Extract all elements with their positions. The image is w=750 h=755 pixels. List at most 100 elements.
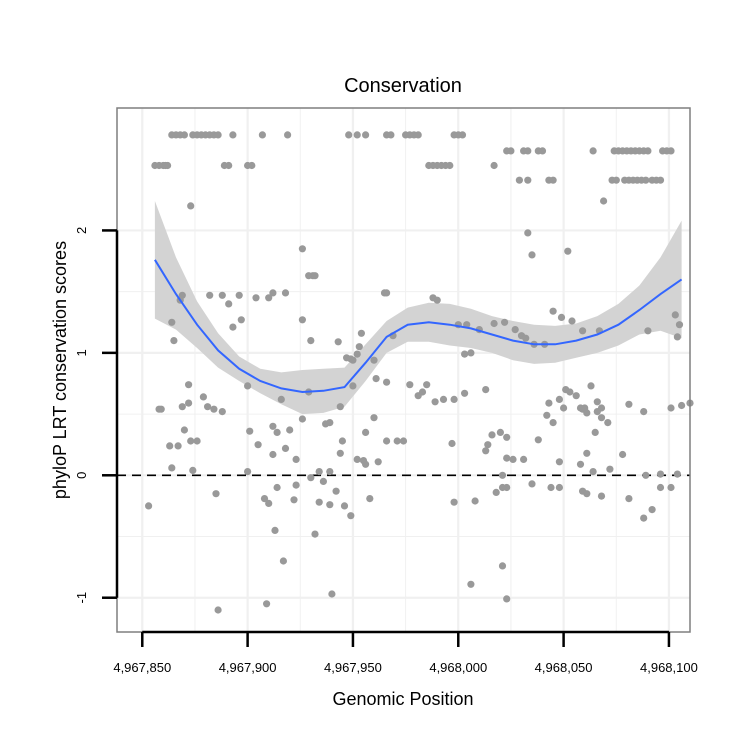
data-point <box>461 350 469 358</box>
data-point <box>555 483 564 492</box>
data-point <box>298 245 306 253</box>
data-point <box>671 311 679 319</box>
data-point <box>340 502 349 510</box>
data-point <box>648 506 656 514</box>
data-point <box>168 464 176 472</box>
data-point <box>298 415 306 423</box>
data-point <box>528 251 536 259</box>
data-point <box>372 375 380 383</box>
data-point <box>524 229 532 237</box>
data-point <box>522 334 530 342</box>
data-point <box>625 400 633 408</box>
data-point <box>273 483 281 492</box>
x-tick-label: 4,968,050 <box>535 660 593 675</box>
data-point <box>326 419 334 427</box>
data-point <box>560 404 568 412</box>
data-point <box>593 398 601 406</box>
data-point <box>640 408 648 416</box>
data-point <box>292 481 300 489</box>
data-point <box>357 329 365 337</box>
data-point <box>328 590 336 598</box>
data-point <box>353 350 361 358</box>
data-point <box>383 437 391 445</box>
y-tick-label: 0 <box>74 472 89 479</box>
data-point <box>292 455 300 463</box>
data-point <box>589 468 597 476</box>
data-point <box>265 294 273 302</box>
data-point <box>383 378 391 386</box>
data-point <box>258 131 266 139</box>
data-point <box>206 291 214 299</box>
data-point <box>509 455 517 463</box>
data-point <box>271 526 279 535</box>
data-point <box>501 318 509 326</box>
data-point <box>498 562 507 570</box>
data-point <box>307 474 315 482</box>
data-point <box>667 404 675 412</box>
data-point <box>244 382 252 390</box>
data-point <box>515 176 524 184</box>
data-point <box>619 450 627 459</box>
data-point <box>334 338 342 346</box>
data-point <box>606 465 614 473</box>
data-point <box>644 327 652 335</box>
data-point <box>336 403 344 411</box>
data-point <box>583 490 591 498</box>
data-point <box>549 176 557 184</box>
data-point <box>269 450 277 459</box>
data-point <box>246 427 254 435</box>
data-point <box>644 147 652 155</box>
data-point <box>269 422 277 430</box>
data-point <box>503 454 511 462</box>
data-point <box>178 403 186 411</box>
data-point <box>235 291 243 299</box>
data-point <box>484 441 492 449</box>
data-point <box>511 326 519 334</box>
data-point <box>307 337 315 345</box>
data-point <box>366 495 374 503</box>
data-point <box>269 289 277 297</box>
data-point <box>383 289 391 297</box>
data-point <box>393 437 401 445</box>
confidence-band <box>154 201 682 415</box>
data-point <box>170 337 178 345</box>
data-point <box>678 401 686 410</box>
data-point <box>265 499 273 507</box>
data-point <box>673 333 682 341</box>
y-axis: -1 0 1 2 <box>74 227 119 603</box>
smooth-fit-line <box>154 259 683 394</box>
data-point <box>353 131 361 139</box>
y-axis-title: phyloP LRT conservation scores <box>50 241 70 499</box>
data-point <box>467 349 475 357</box>
data-point <box>482 386 490 394</box>
data-point <box>336 449 344 457</box>
data-point <box>298 316 306 324</box>
data-point <box>273 428 281 436</box>
chart-title: Conservation <box>344 75 462 97</box>
data-point <box>210 405 218 413</box>
data-point <box>642 176 650 184</box>
data-point <box>189 466 197 474</box>
data-point <box>248 161 256 170</box>
x-tick-label: 4,967,850 <box>113 660 171 675</box>
data-point <box>600 197 608 205</box>
data-point <box>583 409 591 417</box>
data-point <box>555 458 564 466</box>
data-point <box>326 501 334 509</box>
data-point <box>157 405 165 413</box>
data-point <box>433 296 441 304</box>
data-point <box>362 428 370 436</box>
data-point <box>353 455 361 463</box>
data-point <box>229 131 237 139</box>
data-point <box>244 468 252 476</box>
data-point <box>349 382 357 390</box>
data-point <box>576 460 585 468</box>
data-point <box>490 161 498 170</box>
data-point <box>503 433 511 441</box>
data-point <box>431 398 439 406</box>
data-point <box>225 161 233 170</box>
data-point <box>319 477 327 485</box>
data-point <box>338 437 346 445</box>
data-point <box>229 323 237 331</box>
